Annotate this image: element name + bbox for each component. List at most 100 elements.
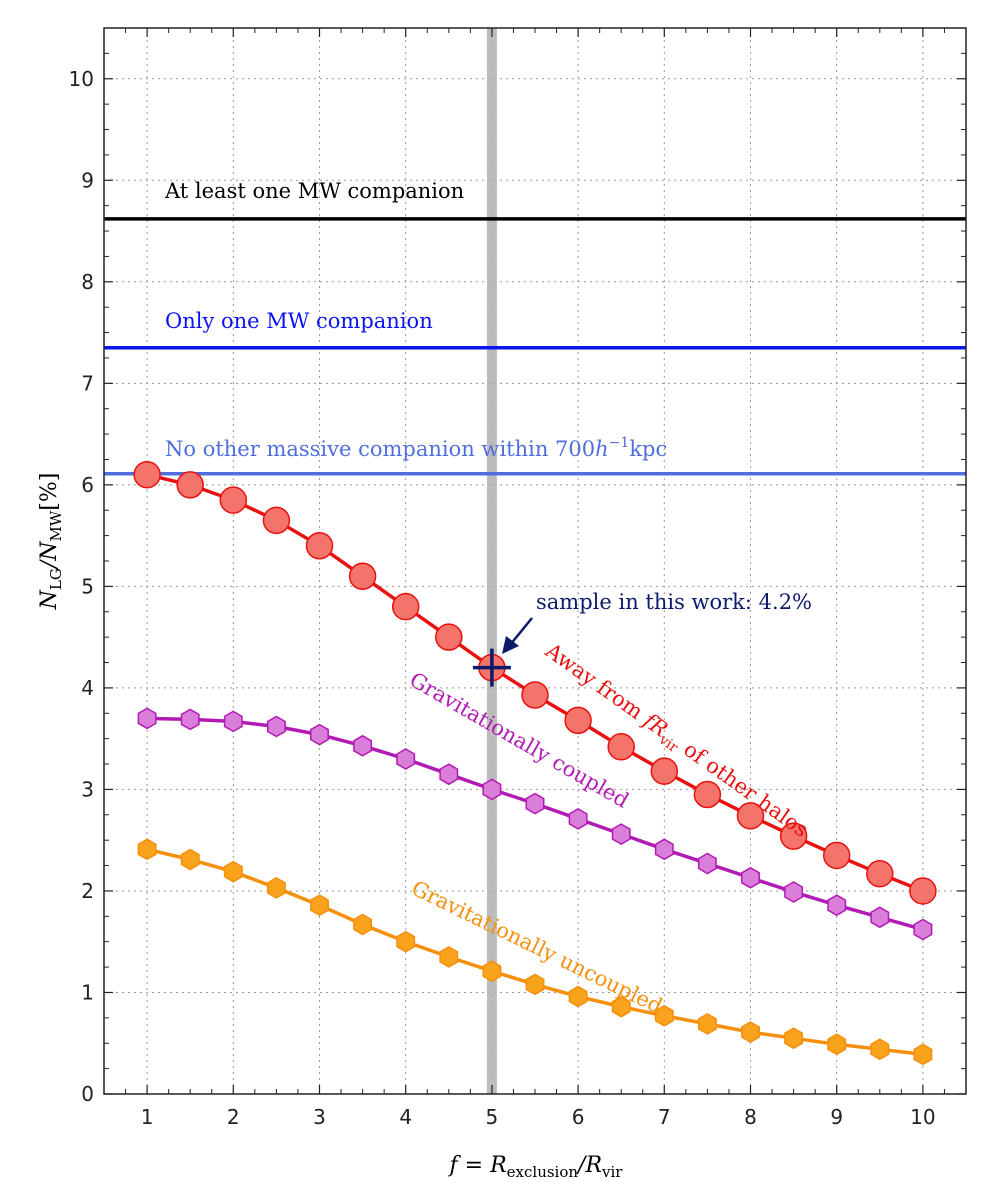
series-point: [650, 757, 679, 785]
y-tick-label: 0: [81, 1082, 94, 1106]
series-point: [266, 877, 286, 899]
series-point: [784, 881, 804, 903]
series-point: [310, 723, 329, 746]
series-point: [348, 562, 377, 590]
series-point: [353, 734, 373, 757]
hline-label-no-other-post: kpc: [629, 437, 667, 461]
highlight-label: sample in this work: 4.2%: [536, 590, 812, 614]
series-point: [396, 748, 416, 770]
x-axis-title-main: f = R: [448, 1153, 507, 1178]
x-tick-label: 4: [399, 1105, 412, 1129]
series-point: [913, 1043, 933, 1066]
series-point: [827, 1033, 847, 1056]
series-point: [697, 1013, 717, 1035]
highlight-marker: [472, 648, 511, 687]
series-label-uncoupled: Gravitationally uncoupled: [408, 876, 666, 1018]
series-label-away-pre: Away from: [540, 638, 653, 728]
series-point: [741, 866, 760, 889]
y-tick-label: 6: [81, 473, 94, 497]
series-point: [870, 906, 890, 929]
series-point: [525, 792, 545, 815]
y-tick-label: 3: [81, 777, 94, 801]
series-point: [482, 778, 502, 801]
y-axis-title-sub2: MW: [47, 510, 65, 541]
y-axis-title-sub1: LG: [47, 568, 65, 590]
x-tick-label: 5: [486, 1105, 499, 1129]
reference-lines: [104, 217, 966, 476]
x-tick-label: 9: [830, 1105, 843, 1129]
y-tick-label: 10: [69, 67, 94, 91]
y-tick-label: 9: [81, 168, 94, 192]
series-point: [439, 763, 459, 786]
hline-label-no-other: No other massive companion within 700h−1…: [165, 435, 667, 461]
series-point: [435, 623, 463, 651]
x-tick-label: 7: [658, 1105, 671, 1129]
series-point: [741, 1021, 760, 1043]
series-point: [482, 960, 502, 983]
series-point: [310, 894, 329, 917]
series-point: [822, 841, 851, 870]
series-point: [219, 486, 248, 514]
series-point: [611, 995, 631, 1018]
series-point: [607, 733, 635, 761]
y-tick-label: 8: [81, 270, 94, 294]
series-point: [697, 852, 717, 875]
x-tick-label: 8: [744, 1105, 757, 1129]
series-point: [223, 710, 243, 733]
highlight-arrow: [502, 617, 533, 654]
x-axis-title-mid: /R: [576, 1153, 602, 1178]
y-tick-label: 7: [81, 371, 94, 395]
series-point: [396, 930, 416, 953]
y-axis-title-mid: /N: [37, 541, 62, 570]
hline-label-only-one: Only one MW companion: [165, 309, 433, 333]
series-layer: [133, 460, 937, 1066]
x-tick-label: 3: [313, 1105, 326, 1129]
series-point: [133, 460, 161, 489]
series-point: [266, 715, 286, 738]
y-tick-label: 1: [81, 980, 94, 1004]
series-point: [137, 707, 157, 730]
x-tick-label: 10: [910, 1105, 935, 1129]
series-point: [654, 1004, 674, 1027]
series-point: [909, 877, 937, 905]
series-2: [137, 707, 933, 941]
series-point: [223, 860, 243, 883]
series-point: [525, 973, 545, 996]
series-point: [439, 946, 459, 968]
x-tick-label: 2: [227, 1105, 240, 1129]
x-axis-title: f = Rexclusion/Rvir: [448, 1153, 624, 1181]
y-tick-label: 4: [81, 676, 94, 700]
series-3: [137, 838, 933, 1066]
y-axis-title-unit: [%]: [37, 473, 62, 511]
series-point: [866, 859, 894, 888]
series-point: [568, 808, 588, 830]
series-point: [654, 838, 674, 861]
series-point: [693, 780, 722, 809]
series-point: [137, 838, 157, 861]
hline-label-no-other-exp: −1: [609, 435, 630, 451]
x-axis-title-sub1: exclusion: [507, 1163, 579, 1181]
highlight-vertical-band: [486, 28, 497, 1094]
series-point: [180, 708, 200, 731]
series-point: [521, 681, 549, 709]
series-point: [779, 822, 808, 850]
series-point: [391, 592, 420, 621]
series-point: [176, 471, 204, 499]
axis-ticks: 1 2 3 4 5 6 7 8 9 10 0 1 2 3 4 5 6 7 8 9 10: [69, 27, 967, 1129]
hline-label-no-other-h: h: [595, 437, 609, 461]
series-point: [568, 985, 588, 1008]
x-axis-title-sub2: vir: [601, 1163, 623, 1181]
series-point: [353, 913, 373, 936]
series-1: [133, 460, 937, 905]
x-tick-label: 1: [141, 1105, 154, 1129]
series-point: [913, 918, 933, 941]
x-tick-label: 6: [572, 1105, 585, 1129]
series-point: [827, 894, 847, 917]
y-axis-title: NLG/NMW[%]: [37, 473, 65, 611]
series-point: [870, 1038, 890, 1061]
series-point: [611, 823, 631, 845]
series-point: [180, 848, 200, 871]
series-point: [564, 706, 592, 735]
hline-label-at-least-one: At least one MW companion: [164, 179, 464, 203]
